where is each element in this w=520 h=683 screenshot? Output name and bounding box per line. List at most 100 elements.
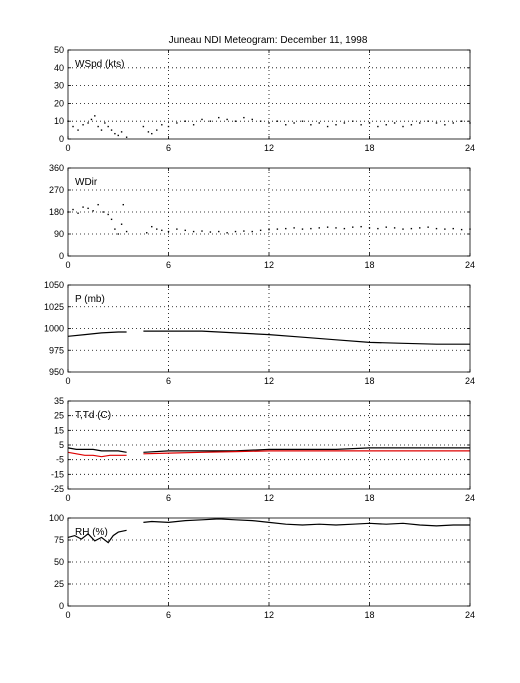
data-point bbox=[276, 120, 279, 122]
x-tick-label: 24 bbox=[465, 260, 475, 270]
data-point bbox=[167, 125, 170, 128]
data-point bbox=[427, 120, 429, 122]
data-point bbox=[251, 230, 253, 233]
data-point bbox=[72, 125, 74, 128]
data-point bbox=[90, 118, 93, 121]
x-tick-label: 18 bbox=[364, 610, 374, 620]
data-point bbox=[82, 124, 84, 126]
y-tick-label: 180 bbox=[49, 207, 64, 217]
y-tick-label: 50 bbox=[54, 557, 64, 567]
data-point bbox=[218, 230, 220, 233]
data-point bbox=[234, 120, 237, 122]
data-point bbox=[77, 129, 79, 131]
data-point bbox=[92, 210, 94, 212]
data-point bbox=[377, 125, 379, 128]
data-point bbox=[209, 120, 212, 122]
data-point bbox=[268, 228, 270, 231]
panel-4: 0 6 12 18 24 0 25 50 75 100 RH (%) bbox=[49, 513, 475, 620]
series-line-0 bbox=[67, 331, 127, 337]
data-point bbox=[122, 203, 124, 206]
x-tick-label: 12 bbox=[264, 260, 274, 270]
data-point bbox=[343, 122, 346, 124]
data-point bbox=[156, 228, 158, 230]
data-point bbox=[326, 125, 329, 128]
series-line-0 bbox=[67, 529, 127, 544]
data-point bbox=[318, 122, 320, 124]
data-point bbox=[310, 227, 312, 230]
data-point bbox=[335, 227, 337, 229]
data-point bbox=[452, 122, 454, 124]
data-point bbox=[460, 120, 463, 122]
data-point bbox=[310, 124, 312, 126]
panel-0: 0 6 12 18 24 0 10 20 30 40 50 WSpd (kts) bbox=[54, 45, 475, 153]
data-point bbox=[368, 122, 371, 124]
data-point bbox=[352, 120, 354, 122]
x-tick-label: 24 bbox=[465, 610, 475, 620]
data-point bbox=[360, 225, 362, 228]
data-point bbox=[393, 227, 396, 229]
y-tick-label: 20 bbox=[54, 98, 64, 108]
y-tick-label: 1025 bbox=[44, 302, 64, 312]
data-point bbox=[146, 232, 148, 234]
y-tick-label: 975 bbox=[49, 345, 64, 355]
y-tick-label: 1050 bbox=[44, 280, 64, 290]
data-point bbox=[176, 122, 178, 124]
panel-label: T,Td (C) bbox=[75, 410, 111, 421]
data-point bbox=[402, 125, 404, 128]
x-tick-label: 18 bbox=[364, 493, 374, 503]
data-point bbox=[259, 229, 262, 232]
data-point bbox=[201, 118, 203, 121]
data-point bbox=[97, 203, 99, 206]
data-point bbox=[77, 212, 79, 214]
data-point bbox=[444, 228, 446, 230]
x-tick-label: 18 bbox=[364, 143, 374, 153]
data-point bbox=[460, 228, 463, 231]
x-tick-label: 12 bbox=[264, 143, 274, 153]
data-point bbox=[301, 120, 304, 122]
data-point bbox=[94, 115, 96, 117]
data-point bbox=[120, 223, 123, 225]
data-point bbox=[285, 124, 287, 126]
data-point bbox=[184, 229, 186, 232]
data-point bbox=[161, 124, 163, 126]
y-tick-label: 1000 bbox=[44, 324, 64, 334]
data-point bbox=[377, 227, 379, 230]
data-point bbox=[201, 230, 203, 232]
data-point bbox=[452, 227, 454, 230]
data-point bbox=[192, 124, 195, 126]
data-point bbox=[410, 227, 413, 230]
x-tick-label: 6 bbox=[166, 610, 171, 620]
data-point bbox=[301, 228, 304, 230]
data-point bbox=[125, 136, 128, 138]
data-point bbox=[114, 132, 116, 135]
data-point bbox=[234, 230, 237, 233]
x-tick-label: 24 bbox=[465, 376, 475, 386]
data-point bbox=[87, 122, 89, 124]
data-point bbox=[125, 230, 128, 233]
y-tick-label: 15 bbox=[54, 425, 64, 435]
y-tick-label: 90 bbox=[54, 229, 64, 239]
data-point bbox=[385, 226, 387, 228]
data-point bbox=[110, 129, 113, 131]
x-tick-label: 0 bbox=[65, 260, 70, 270]
y-tick-label: 950 bbox=[49, 367, 64, 377]
data-point bbox=[268, 122, 270, 124]
series-line-1 bbox=[67, 451, 127, 458]
data-point bbox=[110, 218, 113, 221]
data-point bbox=[318, 227, 320, 229]
data-point bbox=[419, 227, 421, 229]
series-line-0 bbox=[143, 330, 470, 345]
data-point bbox=[259, 120, 262, 122]
panel-2: 0 6 12 18 24 950 975 1000 1025 1050 P (mb) bbox=[44, 280, 475, 386]
data-point bbox=[427, 226, 429, 228]
y-tick-label: -25 bbox=[51, 484, 64, 494]
y-tick-label: 0 bbox=[59, 251, 64, 261]
x-tick-label: 24 bbox=[465, 493, 475, 503]
data-point bbox=[114, 228, 116, 230]
data-point bbox=[419, 122, 421, 124]
y-tick-label: 270 bbox=[49, 185, 64, 195]
data-point bbox=[161, 229, 163, 232]
data-point bbox=[243, 230, 245, 232]
data-point bbox=[209, 231, 212, 233]
panel-label: P (mb) bbox=[75, 294, 105, 305]
